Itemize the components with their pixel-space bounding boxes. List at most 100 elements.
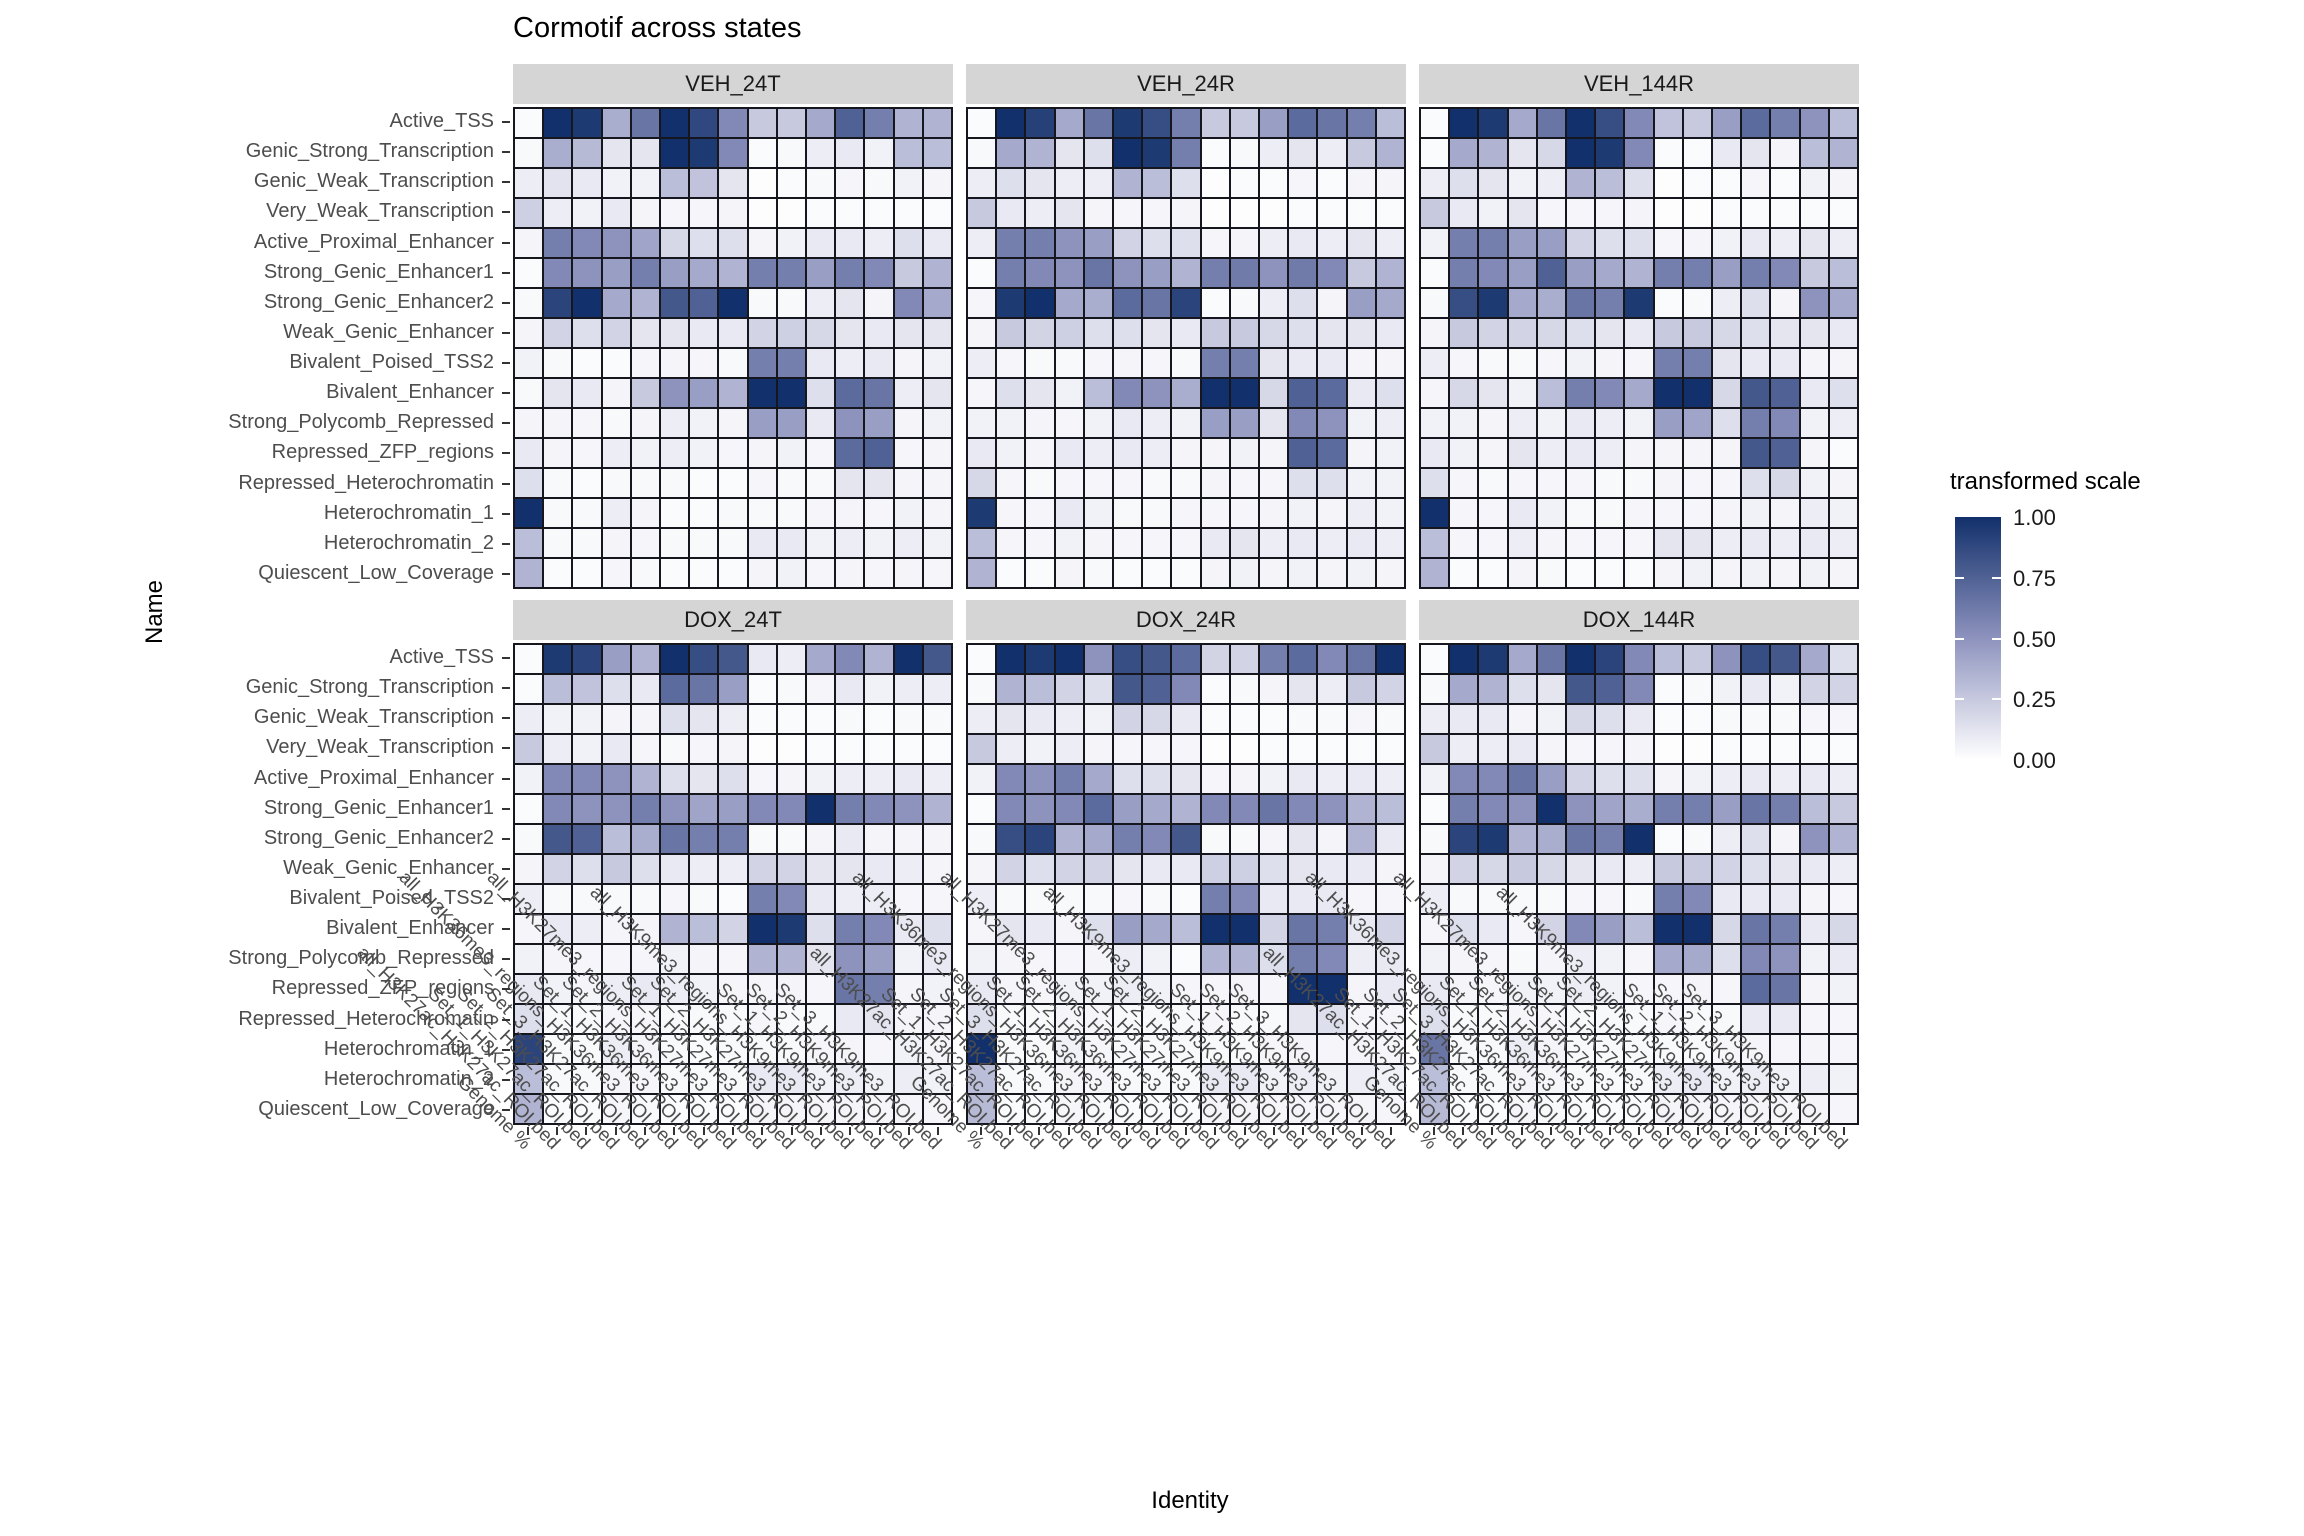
heatmap-cell bbox=[923, 1035, 951, 1063]
y-tick-label: Active_TSS bbox=[389, 110, 494, 133]
heatmap-cell bbox=[807, 259, 835, 287]
heatmap-cell bbox=[1567, 1005, 1595, 1033]
heatmap-cell bbox=[1625, 645, 1653, 673]
heatmap-cell bbox=[807, 199, 835, 227]
heatmap-cell bbox=[1654, 139, 1682, 167]
heatmap-cell bbox=[1596, 319, 1624, 347]
heatmap-cell bbox=[690, 169, 718, 197]
heatmap-cell bbox=[719, 169, 747, 197]
heatmap-cell bbox=[1479, 379, 1507, 407]
heatmap-cell bbox=[1084, 259, 1112, 287]
heatmap-cell bbox=[1260, 1065, 1288, 1093]
heatmap-cell bbox=[923, 1095, 951, 1123]
heatmap-cell bbox=[690, 229, 718, 257]
heatmap-cell bbox=[631, 945, 659, 973]
heatmap-cell bbox=[1683, 1065, 1711, 1093]
heatmap-cell bbox=[748, 705, 776, 733]
heatmap-cell bbox=[923, 945, 951, 973]
heatmap-cell bbox=[1829, 319, 1857, 347]
x-axis-tick bbox=[1696, 1127, 1699, 1135]
heatmap-cell bbox=[968, 915, 996, 943]
heatmap-cell bbox=[894, 825, 922, 853]
heatmap-cell bbox=[1713, 705, 1741, 733]
heatmap-cell bbox=[777, 825, 805, 853]
heatmap-cell bbox=[748, 675, 776, 703]
heatmap-panel bbox=[1419, 107, 1859, 589]
heatmap-cell bbox=[1508, 139, 1536, 167]
heatmap-cell bbox=[1567, 915, 1595, 943]
heatmap-cell bbox=[1479, 885, 1507, 913]
heatmap-cell bbox=[865, 705, 893, 733]
heatmap-cell bbox=[997, 705, 1025, 733]
heatmap-cell bbox=[661, 945, 689, 973]
y-axis-tick bbox=[502, 1018, 510, 1021]
heatmap-cell bbox=[807, 409, 835, 437]
heatmap-cell bbox=[1172, 945, 1200, 973]
y-tick-label: Genic_Weak_Transcription bbox=[253, 170, 494, 193]
heatmap-cell bbox=[1318, 409, 1346, 437]
heatmap-cell bbox=[1055, 885, 1083, 913]
heatmap-cell bbox=[1026, 975, 1054, 1003]
heatmap-cell bbox=[777, 559, 805, 587]
x-axis-tick bbox=[1608, 1127, 1611, 1135]
heatmap-cell bbox=[1084, 499, 1112, 527]
heatmap-cell bbox=[865, 169, 893, 197]
heatmap-cell bbox=[1172, 469, 1200, 497]
heatmap-cell bbox=[1508, 229, 1536, 257]
heatmap-cell bbox=[631, 975, 659, 1003]
heatmap-cell bbox=[1084, 289, 1112, 317]
heatmap-cell bbox=[1829, 439, 1857, 467]
heatmap-cell bbox=[1055, 499, 1083, 527]
heatmap-cell bbox=[1654, 349, 1682, 377]
heatmap-cell bbox=[1479, 945, 1507, 973]
legend-tick-label: 0.00 bbox=[2013, 748, 2056, 773]
heatmap-cell bbox=[1289, 289, 1317, 317]
heatmap-cell bbox=[1508, 379, 1536, 407]
heatmap-cell bbox=[1450, 645, 1478, 673]
heatmap-cell bbox=[1421, 885, 1449, 913]
heatmap-cell bbox=[1771, 1065, 1799, 1093]
heatmap-cell bbox=[1318, 379, 1346, 407]
heatmap-cell bbox=[748, 1065, 776, 1093]
heatmap-cell bbox=[1508, 529, 1536, 557]
heatmap-cell bbox=[661, 409, 689, 437]
heatmap-cell bbox=[923, 289, 951, 317]
heatmap-cell bbox=[1289, 795, 1317, 823]
heatmap-cell bbox=[865, 825, 893, 853]
heatmap-cell bbox=[544, 319, 572, 347]
heatmap-cell bbox=[1026, 139, 1054, 167]
heatmap-cell bbox=[1829, 199, 1857, 227]
heatmap-cell bbox=[719, 645, 747, 673]
heatmap-cell bbox=[1742, 349, 1770, 377]
heatmap-cell bbox=[1260, 1035, 1288, 1063]
heatmap-cell bbox=[1596, 675, 1624, 703]
heatmap-cell bbox=[1713, 1035, 1741, 1063]
heatmap-cell bbox=[1289, 319, 1317, 347]
heatmap-cell bbox=[1713, 499, 1741, 527]
heatmap-cell bbox=[1800, 469, 1828, 497]
heatmap-cell bbox=[923, 259, 951, 287]
heatmap-cell bbox=[1567, 139, 1595, 167]
heatmap-cell bbox=[1713, 289, 1741, 317]
heatmap-cell bbox=[1260, 499, 1288, 527]
heatmap-cell bbox=[807, 765, 835, 793]
heatmap-cell bbox=[923, 139, 951, 167]
heatmap-cell bbox=[631, 765, 659, 793]
heatmap-cell bbox=[1567, 1095, 1595, 1123]
heatmap-cell bbox=[1625, 945, 1653, 973]
heatmap-cell bbox=[1084, 915, 1112, 943]
heatmap-cell bbox=[1713, 945, 1741, 973]
heatmap-cell bbox=[1084, 559, 1112, 587]
heatmap-cell bbox=[1376, 439, 1404, 467]
heatmap-cell bbox=[1201, 229, 1229, 257]
x-axis-tick bbox=[644, 1127, 646, 1135]
heatmap-cell bbox=[1829, 289, 1857, 317]
heatmap-cell bbox=[1260, 529, 1288, 557]
heatmap-cell bbox=[1654, 1095, 1682, 1123]
facet-strip: VEH_24R bbox=[966, 64, 1406, 104]
heatmap-cell bbox=[1114, 289, 1142, 317]
heatmap-cell bbox=[777, 199, 805, 227]
heatmap-cell bbox=[544, 765, 572, 793]
heatmap-cell bbox=[690, 735, 718, 763]
heatmap-cell bbox=[1742, 139, 1770, 167]
